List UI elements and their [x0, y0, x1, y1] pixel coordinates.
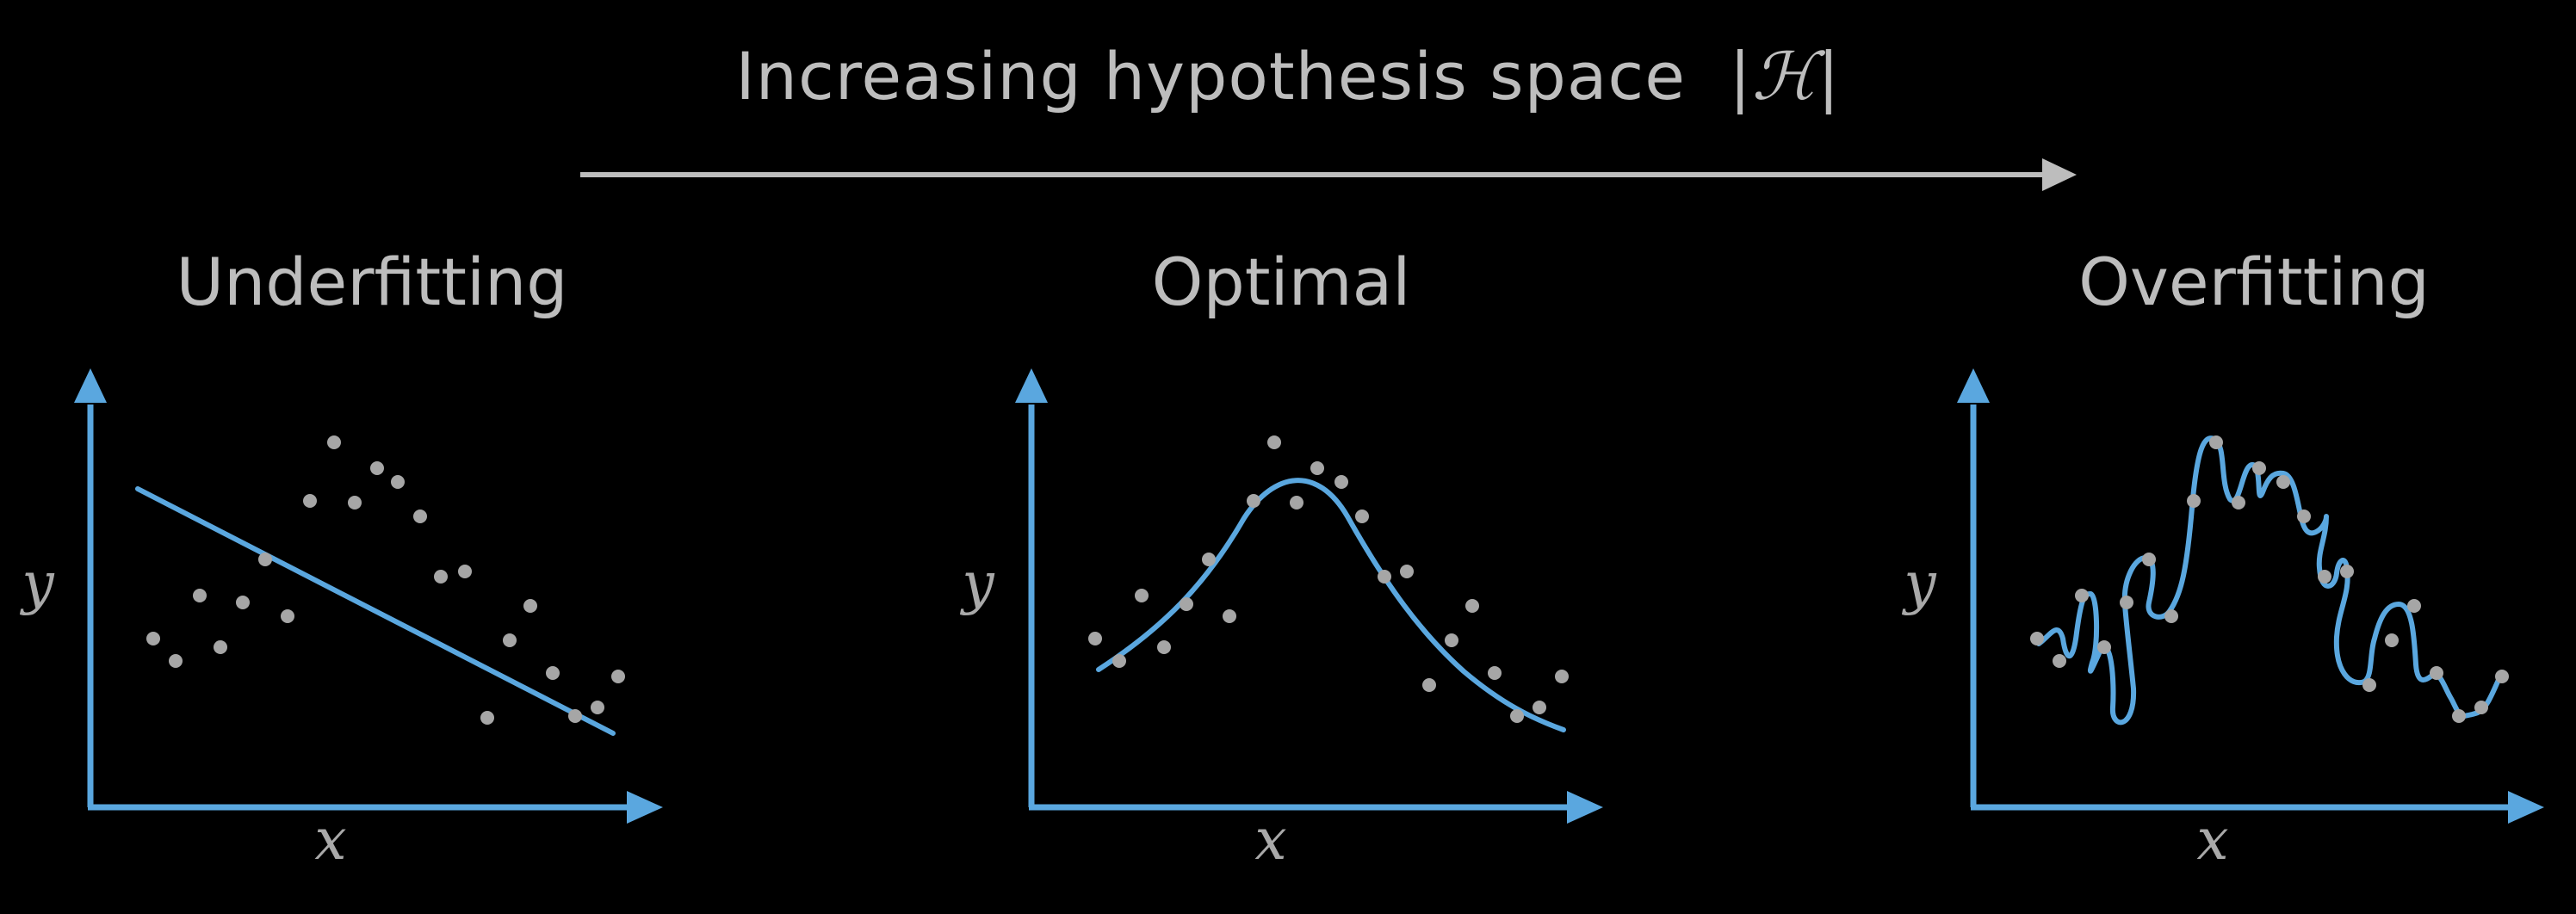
- data-point: [1488, 666, 1502, 680]
- panel-overfitting: Overfitting y x: [1901, 244, 2544, 873]
- data-point: [2276, 475, 2290, 489]
- panel-underfitting: Underfitting y x: [19, 244, 663, 873]
- data-point: [1267, 435, 1281, 449]
- data-point: [2297, 509, 2311, 523]
- data-point: [1422, 678, 1436, 692]
- data-points: [146, 435, 625, 725]
- data-point: [1202, 553, 1216, 566]
- y-axis-label: y: [19, 550, 54, 616]
- data-point: [2340, 565, 2354, 578]
- x-axis-label: x: [1254, 806, 1286, 873]
- fit-curve: [1096, 478, 1566, 732]
- panel-title: Underfitting: [176, 244, 567, 320]
- data-point: [2495, 670, 2509, 683]
- data-point: [2407, 599, 2421, 613]
- data-point: [2362, 678, 2376, 692]
- data-point: [2075, 589, 2089, 602]
- data-point: [193, 589, 207, 602]
- axes: [1957, 368, 2544, 824]
- data-point: [348, 496, 362, 509]
- data-point: [258, 553, 272, 566]
- data-point: [413, 509, 427, 523]
- data-point: [303, 494, 317, 508]
- data-point: [236, 596, 250, 609]
- data-point: [2209, 435, 2223, 449]
- fit-curve: [2036, 435, 2501, 726]
- title-text: Increasing hypothesis space: [735, 38, 1686, 114]
- data-point: [2452, 709, 2466, 723]
- data-point: [2164, 609, 2178, 623]
- data-point: [611, 670, 625, 683]
- x-axis-label: x: [2196, 806, 2228, 873]
- data-point: [1112, 654, 1126, 668]
- fit-line: [135, 486, 616, 736]
- data-point: [2187, 494, 2201, 508]
- axes: [74, 368, 663, 824]
- data-point: [503, 633, 517, 647]
- data-point: [146, 632, 160, 645]
- data-points: [1088, 435, 1569, 723]
- data-point: [1400, 565, 1414, 578]
- data-point: [214, 640, 227, 654]
- data-point: [2053, 654, 2066, 668]
- data-point: [1445, 633, 1458, 647]
- data-point: [391, 475, 405, 489]
- x-axis-label: x: [314, 806, 346, 873]
- data-point: [2142, 553, 2156, 566]
- data-point: [1135, 589, 1149, 602]
- data-point: [1465, 599, 1479, 613]
- data-point: [327, 435, 341, 449]
- data-point: [591, 701, 604, 714]
- data-point: [2120, 596, 2133, 609]
- data-point: [1310, 461, 1324, 475]
- data-point: [1180, 597, 1193, 611]
- data-point: [2252, 461, 2266, 475]
- data-point: [434, 570, 448, 584]
- axes: [1015, 368, 1603, 824]
- data-point: [2430, 666, 2443, 680]
- data-point: [2385, 633, 2399, 647]
- data-point: [2318, 570, 2331, 584]
- data-point: [1247, 494, 1260, 508]
- data-point: [1290, 496, 1303, 509]
- data-point: [1378, 570, 1391, 584]
- data-point: [568, 709, 582, 723]
- panel-optimal: Optimal y x: [959, 244, 1603, 873]
- hypothesis-space-symbol: |ℋ|: [1729, 38, 1841, 114]
- data-point: [370, 461, 384, 475]
- data-point: [2097, 640, 2111, 654]
- data-point: [281, 609, 294, 623]
- data-point: [1157, 640, 1171, 654]
- data-point: [1510, 709, 1524, 723]
- y-axis-label: y: [959, 550, 994, 616]
- data-point: [458, 565, 472, 578]
- data-point: [169, 654, 183, 668]
- panel-title: Optimal: [1152, 244, 1411, 320]
- data-point: [480, 711, 494, 725]
- data-point: [1533, 701, 1546, 714]
- data-point: [546, 666, 560, 680]
- data-points: [2030, 435, 2509, 723]
- data-point: [2232, 496, 2245, 509]
- data-point: [1223, 609, 1236, 623]
- progression-arrow: [580, 158, 2077, 191]
- data-point: [2030, 632, 2044, 645]
- data-point: [523, 599, 537, 613]
- diagram-title: Increasing hypothesis space |ℋ|: [0, 38, 2576, 114]
- data-point: [2474, 701, 2488, 714]
- data-point: [1088, 632, 1102, 645]
- data-point: [1334, 475, 1348, 489]
- data-point: [1355, 509, 1369, 523]
- data-point: [1555, 670, 1569, 683]
- panel-title: Overfitting: [2078, 244, 2430, 320]
- y-axis-label: y: [1901, 550, 1936, 616]
